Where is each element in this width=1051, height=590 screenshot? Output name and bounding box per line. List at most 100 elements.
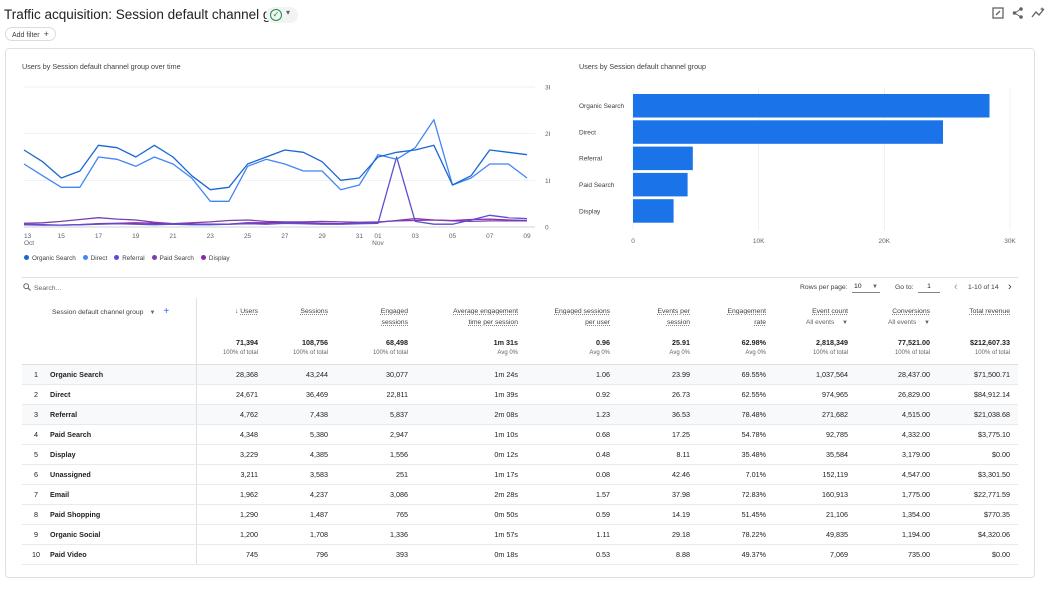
dimension-header[interactable]: Session default channel group ▼ + — [22, 298, 197, 334]
table-toolbar: Rows per page: 10 ▼ Go to: 1 ‹ 1-10 of 1… — [22, 281, 1018, 295]
x-tick-label: 0 — [631, 238, 635, 245]
column-header-event-count[interactable]: Event count All events ▼ — [774, 298, 856, 334]
totals-cell: $212,607.33 100% of total — [938, 334, 1018, 365]
row-channel-name: Unassigned — [50, 469, 91, 479]
table-cell: 42.46 — [618, 464, 698, 485]
column-header-label: per user — [585, 319, 610, 326]
dimension-header-label: Session default channel group — [52, 309, 144, 316]
dimension-cell: 3 Referral — [22, 404, 197, 425]
column-header-engaged-sessions-per-user[interactable]: Engaged sessions per user — [526, 298, 618, 334]
table-cell: 0.53 — [526, 544, 618, 565]
table-cell: 54.78% — [698, 424, 774, 445]
share-icon[interactable] — [1011, 6, 1025, 20]
chevron-left-icon[interactable]: ‹ — [954, 281, 958, 293]
table-cell: 29.18 — [618, 524, 698, 545]
total-value: 71,394 — [236, 338, 258, 347]
y-tick-label: 3K — [545, 85, 550, 92]
total-subtext: 100% of total — [222, 350, 258, 356]
table-cell: 92,785 — [774, 424, 856, 445]
x-tick-label: 17 — [95, 233, 103, 240]
table-cell: 152,119 — [774, 464, 856, 485]
goto-input[interactable]: 1 — [918, 281, 940, 293]
totals-cell: 68,498 100% of total — [336, 334, 416, 365]
legend-item[interactable]: Direct — [82, 255, 108, 262]
table-cell: 51.45% — [698, 504, 774, 525]
table-cell: 1m 24s — [416, 364, 526, 385]
table-cell: $3,775.10 — [938, 424, 1018, 445]
table-cell: 69.55% — [698, 364, 774, 385]
search-input[interactable] — [34, 283, 234, 293]
column-header-conversions[interactable]: Conversions All events ▼ — [856, 298, 938, 334]
table-cell: 49,835 — [774, 524, 856, 545]
row-rank: 4 — [34, 429, 38, 439]
table-row[interactable]: 5 Display 3,229 4,385 1,556 0m 12s 0.48 8.11 35.… — [22, 444, 1018, 465]
x-month-label: Nov — [372, 240, 384, 247]
table-cell: 14.19 — [618, 504, 698, 525]
table-row[interactable]: 9 Organic Social 1,200 1,708 1,336 1m 57s 1.11… — [22, 524, 1018, 545]
table-row[interactable]: 10 Paid Video 745 796 393 0m 18s 0.53 8.88 49.37… — [22, 544, 1018, 565]
totals-cell: 77,521.00 100% of total — [856, 334, 938, 365]
table-cell: 36,469 — [266, 384, 336, 405]
add-filter-label: Add filter — [12, 32, 40, 39]
y-tick-label: 2K — [545, 131, 550, 138]
table-cell: 22,811 — [336, 384, 416, 405]
legend-dot-icon — [114, 255, 120, 260]
table-row[interactable]: 4 Paid Search 4,348 5,380 2,947 1m 10s 0.68 17.… — [22, 424, 1018, 445]
legend-item[interactable]: Paid Search — [151, 255, 194, 262]
customize-report-icon[interactable] — [991, 6, 1005, 20]
table-cell: 3,179.00 — [856, 444, 938, 465]
table-row[interactable]: 6 Unassigned 3,211 3,583 251 1m 17s 0.08 42.46 7… — [22, 464, 1018, 485]
y-tick-label: 1K — [545, 178, 550, 185]
totals-cell: 62.98% Avg 0% — [698, 334, 774, 365]
row-channel-name: Direct — [50, 389, 71, 399]
table-cell: 251 — [336, 464, 416, 485]
column-header-avg-engagement-time[interactable]: Average engagement time per session — [416, 298, 526, 334]
table-row[interactable]: 8 Paid Shopping 1,290 1,487 765 0m 50s 0.59 14.… — [22, 504, 1018, 525]
legend-label: Direct — [90, 255, 108, 262]
x-tick-label: 10K — [753, 238, 765, 245]
table-cell: 0.68 — [526, 424, 618, 445]
column-header-sessions[interactable]: Sessions — [266, 298, 336, 334]
table-cell: 3,583 — [266, 464, 336, 485]
add-filter-button[interactable]: Add filter + — [5, 27, 56, 41]
total-value: 108,756 — [302, 338, 328, 347]
insights-icon[interactable] — [1031, 6, 1045, 20]
table-row[interactable]: 2 Direct 24,671 36,469 22,811 1m 39s 0.92 26.73… — [22, 384, 1018, 405]
chevron-right-icon[interactable]: › — [1008, 281, 1012, 293]
rows-per-page-select[interactable]: 10 ▼ — [852, 281, 880, 293]
table-row[interactable]: 1 Organic Search 28,368 43,244 30,077 1m 24s 1… — [22, 364, 1018, 385]
category-label: Referral — [579, 156, 603, 163]
status-badge[interactable]: ✓ ▾ — [266, 7, 298, 23]
table-cell: 1.57 — [526, 484, 618, 505]
legend-item[interactable]: Display — [200, 255, 230, 262]
table-cell: 1m 39s — [416, 384, 526, 405]
column-header-events-per-session[interactable]: Events per session — [618, 298, 698, 334]
table-cell: 1,556 — [336, 444, 416, 465]
table-cell: 26,829.00 — [856, 384, 938, 405]
header-actions — [991, 6, 1051, 22]
category-label: Organic Search — [579, 103, 625, 110]
series-line-organic-search — [23, 144, 528, 191]
dimension-cell: 9 Organic Social — [22, 524, 197, 545]
chevron-down-icon: ▾ — [286, 8, 291, 17]
legend-label: Display — [208, 255, 230, 262]
legend-item[interactable]: Referral — [114, 255, 145, 262]
chevron-down-icon: ▼ — [924, 320, 930, 326]
total-value: 68,498 — [386, 338, 408, 347]
chevron-down-icon[interactable]: ▼ — [149, 310, 156, 316]
column-header-engaged-sessions[interactable]: Engaged sessions — [336, 298, 416, 334]
table-cell: $21,038.68 — [938, 404, 1018, 425]
column-header-total-revenue[interactable]: Total revenue — [938, 298, 1018, 334]
x-tick-label: 20K — [879, 238, 891, 245]
event-filter-select[interactable]: All events ▼ — [778, 317, 848, 329]
table-row[interactable]: 3 Referral 4,762 7,438 5,837 2m 08s 1.23 36.53 7… — [22, 404, 1018, 425]
legend-label: Referral — [122, 255, 145, 262]
legend-item[interactable]: Organic Search — [24, 255, 76, 262]
column-header-engagement-rate[interactable]: Engagement rate — [698, 298, 774, 334]
conversion-filter-select[interactable]: All events ▼ — [860, 317, 930, 329]
column-header-users[interactable]: ↓ Users — [196, 298, 266, 334]
add-dimension-icon[interactable]: + — [163, 306, 170, 317]
x-tick-label: 21 — [169, 233, 177, 240]
table-cell: $0.00 — [938, 444, 1018, 465]
table-row[interactable]: 7 Email 1,962 4,237 3,086 2m 28s 1.57 37.98 72.8… — [22, 484, 1018, 505]
